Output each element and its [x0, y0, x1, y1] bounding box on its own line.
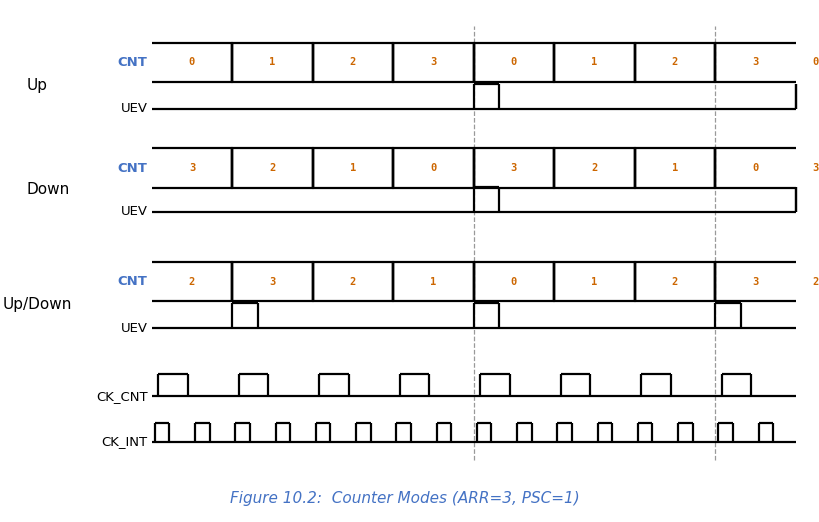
Text: Figure 10.2:  Counter Modes (ARR=3, PSC=1): Figure 10.2: Counter Modes (ARR=3, PSC=1… [230, 491, 579, 506]
Text: 1: 1 [671, 163, 677, 173]
Text: 0: 0 [188, 57, 195, 67]
Text: 3: 3 [751, 57, 758, 67]
Text: Up/Down: Up/Down [2, 298, 72, 312]
Text: Down: Down [27, 183, 70, 197]
Text: CNT: CNT [118, 161, 147, 174]
Text: 3: 3 [812, 163, 818, 173]
Text: 1: 1 [430, 277, 436, 287]
Text: 3: 3 [269, 277, 275, 287]
Text: 2: 2 [812, 277, 818, 287]
Text: 2: 2 [671, 57, 677, 67]
Text: 0: 0 [812, 57, 818, 67]
Text: 0: 0 [751, 163, 758, 173]
Text: UEV: UEV [120, 102, 147, 115]
Text: UEV: UEV [120, 206, 147, 218]
Text: Up: Up [27, 78, 48, 93]
Text: 1: 1 [350, 163, 355, 173]
Text: CK_CNT: CK_CNT [96, 390, 147, 403]
Text: 2: 2 [269, 163, 275, 173]
Text: 2: 2 [188, 277, 195, 287]
Text: UEV: UEV [120, 322, 147, 335]
Text: CNT: CNT [118, 275, 147, 288]
Text: CK_INT: CK_INT [102, 435, 147, 448]
Text: 1: 1 [269, 57, 275, 67]
Text: 1: 1 [590, 277, 597, 287]
Text: 0: 0 [510, 57, 517, 67]
Text: 3: 3 [751, 277, 758, 287]
Text: 2: 2 [671, 277, 677, 287]
Text: 0: 0 [510, 277, 517, 287]
Text: 1: 1 [590, 57, 597, 67]
Text: 0: 0 [430, 163, 436, 173]
Text: 3: 3 [188, 163, 195, 173]
Text: 2: 2 [350, 277, 355, 287]
Text: 3: 3 [510, 163, 517, 173]
Text: CNT: CNT [118, 56, 147, 69]
Text: 2: 2 [350, 57, 355, 67]
Text: 3: 3 [430, 57, 436, 67]
Text: 2: 2 [590, 163, 597, 173]
